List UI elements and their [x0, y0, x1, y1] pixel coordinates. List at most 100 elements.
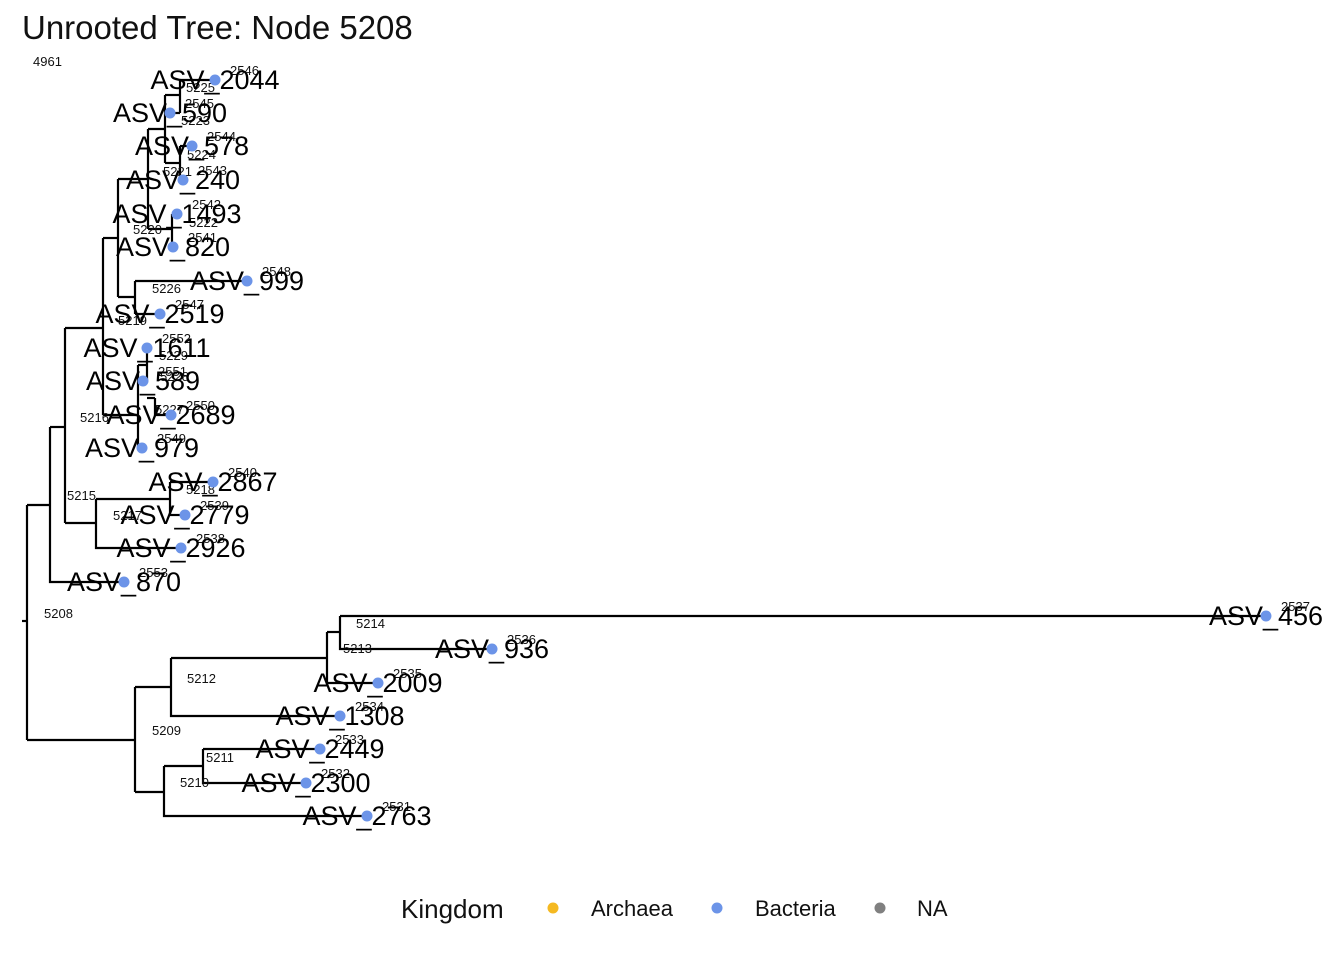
tip-label: ASV_1308: [275, 701, 404, 731]
tip-point: [118, 576, 130, 588]
internal-node-label: 5217: [113, 508, 142, 523]
tip-number-label: 2538: [196, 531, 225, 546]
tip-point: [300, 777, 312, 789]
legend-dot-na: [874, 902, 886, 914]
legend-label-na: NA: [917, 896, 948, 921]
tip-point: [177, 174, 189, 186]
legend-label-bacteria: Bacteria: [755, 896, 836, 921]
tip-number-label: 2535: [393, 666, 422, 681]
tip-label: ASV_2779: [120, 500, 249, 530]
tip-number-label: 2543: [198, 163, 227, 178]
legend: Kingdom Archaea Bacteria NA: [401, 894, 948, 924]
tip-label: ASV_590: [113, 98, 227, 128]
tip-point: [175, 542, 187, 554]
tip-point: [372, 677, 384, 689]
tip-point: [314, 743, 326, 755]
tip-point: [361, 810, 373, 822]
tip-label: ASV_2300: [241, 768, 370, 798]
internal-node-labels: 5225522352245221522252205226521952295228…: [67, 80, 385, 790]
tip-label: ASV_2519: [95, 299, 224, 329]
tip-label: ASV_2763: [302, 801, 431, 831]
tip-number-label: 2536: [507, 632, 536, 647]
root-stub-label: 4961: [33, 54, 62, 69]
tip-number-label: 2551: [158, 364, 187, 379]
tip-label: ASV_1611: [83, 333, 210, 363]
tip-label: ASV_936: [435, 634, 549, 664]
tip-label: ASV_979: [85, 433, 199, 463]
tip-label: ASV_1493: [112, 199, 241, 229]
tip-label: ASV_999: [190, 266, 304, 296]
internal-node-label: 5214: [356, 616, 385, 631]
tip-number-label: 2533: [335, 732, 364, 747]
internal-node-label: 5212: [187, 671, 216, 686]
internal-node-label: 5229: [159, 348, 188, 363]
tip-number-label: 2553: [139, 565, 168, 580]
tip-number-label: 2537: [1281, 599, 1310, 614]
internal-node-label: 5220: [133, 222, 162, 237]
tip-point: [1260, 610, 1272, 622]
tip-label: ASV_456: [1209, 601, 1323, 631]
tip-number-label: 2539: [200, 498, 229, 513]
tip-number-label: 2548: [262, 264, 291, 279]
root-node-label: 5208: [44, 606, 73, 621]
tip-number-label: 2540: [228, 465, 257, 480]
tip-point: [186, 140, 198, 152]
legend-dot-archaea: [547, 902, 559, 914]
tip-number-label: 2532: [321, 766, 350, 781]
tip-number-label: 2544: [207, 129, 236, 144]
legend-label-archaea: Archaea: [591, 896, 674, 921]
internal-node-label: 5219: [118, 313, 147, 328]
tip-label: ASV_2009: [313, 668, 442, 698]
tip-number-label: 2552: [162, 331, 191, 346]
tip-point: [167, 241, 179, 253]
internal-node-label: 5218: [186, 482, 215, 497]
tip-point: [241, 275, 253, 287]
tip-point: [137, 375, 149, 387]
tip-label: ASV_2689: [106, 400, 235, 430]
tip-point: [164, 107, 176, 119]
tip-number-label: 2546: [230, 63, 259, 78]
tree-edges: [22, 78, 1266, 818]
tip-label: ASV_589: [86, 366, 200, 396]
internal-node-label: 5228: [160, 369, 189, 384]
tip-point: [165, 409, 177, 421]
tip-number-labels: 2546 2545 2544 2543 2542 2541 2548 2547 2552 2551…: [139, 63, 1310, 814]
tip-point: [207, 476, 219, 488]
tip-points: [118, 74, 1272, 822]
tip-label: ASV_870: [67, 567, 181, 597]
internal-node-label: 5226: [152, 281, 181, 296]
internal-node-label: 5225: [186, 80, 215, 95]
tip-label: ASV_2926: [116, 533, 245, 563]
tip-point: [141, 342, 153, 354]
tip-label: ASV_820: [116, 232, 230, 262]
internal-node-label: 5210: [180, 775, 209, 790]
internal-node-label: 5223: [181, 113, 210, 128]
tip-point: [136, 442, 148, 454]
tip-number-label: 2542: [192, 197, 221, 212]
tip-number-label: 2541: [188, 230, 217, 245]
legend-title: Kingdom: [401, 894, 504, 924]
internal-node-label: 5216: [80, 410, 109, 425]
chart-title: Unrooted Tree: Node 5208: [22, 9, 413, 46]
tip-point: [334, 710, 346, 722]
tip-number-label: 2534: [355, 699, 384, 714]
internal-node-label: 5213: [343, 641, 372, 656]
tip-label: ASV_2867: [148, 467, 277, 497]
tip-point: [209, 74, 221, 86]
internal-node-label: 5222: [189, 215, 218, 230]
internal-node-label: 5209: [152, 723, 181, 738]
tip-label: ASV_2449: [255, 734, 384, 764]
tip-point: [179, 509, 191, 521]
tip-point: [486, 643, 498, 655]
internal-node-label: 5215: [67, 488, 96, 503]
tip-number-label: 2545: [185, 96, 214, 111]
tip-number-label: 2547: [175, 297, 204, 312]
tip-number-label: 2549: [157, 431, 186, 446]
tip-label: ASV_2044: [150, 65, 279, 95]
internal-node-label: 5227: [155, 402, 184, 417]
tip-number-label: 2531: [382, 799, 411, 814]
legend-dot-bacteria: [711, 902, 723, 914]
tip-number-label: 2550: [186, 398, 215, 413]
tip-label: ASV_578: [135, 131, 249, 161]
